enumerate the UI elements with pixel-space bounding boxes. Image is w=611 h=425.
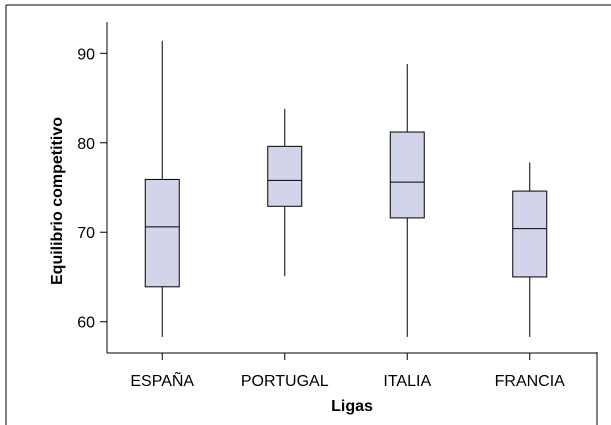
iqr-box	[512, 190, 548, 278]
y-tick-label: 90	[77, 46, 95, 63]
x-tick-label: ESPAÑA	[130, 370, 194, 390]
x-axis-ticks: ESPAÑA PORTUGAL ITALIA FRANCIA	[130, 353, 565, 390]
y-tick-label: 60	[77, 315, 95, 332]
box-francia	[512, 162, 548, 337]
y-axis-ticks: 60 70 80 90	[77, 46, 107, 332]
iqr-box	[267, 145, 303, 207]
x-tick-label: FRANCIA	[495, 373, 566, 390]
y-tick-label: 70	[77, 225, 95, 242]
y-axis-title: Equilibrio competitivo	[49, 117, 66, 285]
x-tick-label: PORTUGAL	[241, 373, 329, 390]
box-italia	[389, 64, 425, 337]
boxes	[144, 40, 548, 337]
x-axis-title: Ligas	[331, 398, 373, 415]
iqr-box	[144, 178, 180, 288]
box-portugal	[267, 108, 303, 277]
y-tick-label: 80	[77, 136, 95, 153]
iqr-box	[389, 131, 425, 219]
x-tick-label: ITALIA	[383, 373, 431, 390]
box-españa	[144, 40, 180, 337]
